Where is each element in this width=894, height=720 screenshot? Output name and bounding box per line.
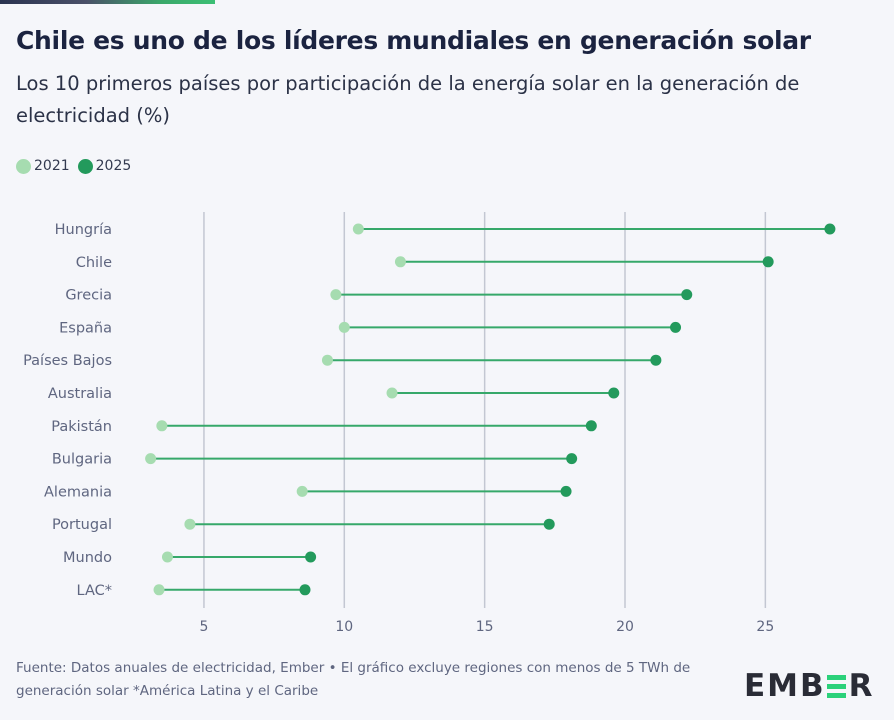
legend-item-2025: 2025 [77,158,132,174]
x-tick-label-10: 10 [335,619,353,635]
point-2025 [299,584,311,596]
point-2021 [161,551,173,563]
source-note: Fuente: Datos anuales de electricidad, E… [16,660,691,699]
x-tick-label-5: 5 [199,619,208,635]
point-2021 [330,289,342,301]
row-label: LAC* [77,583,112,599]
legend-label-2021: 2021 [34,158,70,174]
legend: 2021 2025 [16,158,133,174]
point-2021 [156,420,168,432]
row-label: Chile [76,255,112,271]
x-tick-label-25: 25 [756,619,774,635]
logo-e-mark [826,674,846,698]
point-2021 [352,223,364,235]
point-2021 [394,256,406,268]
row-label: Australia [48,386,112,402]
legend-item-2021: 2021 [16,158,70,174]
row-label: Pakistán [51,419,112,435]
point-2025 [670,321,682,333]
ember-logo: EMB R [744,668,875,704]
point-2021 [184,518,196,530]
point-2025 [762,256,774,268]
logo-text-left: EMB [744,668,826,704]
point-2021 [338,321,350,333]
dumbbell-chart: 5 10 15 20 25 Hungría Chile Grecia España Países … [23,212,836,635]
row-label: España [59,320,112,336]
row-label: Grecia [65,288,112,304]
legend-dot-2025 [77,158,93,174]
point-2025 [305,551,317,563]
chart-title: Chile es uno de los líderes mundiales en… [16,26,811,55]
point-2021 [386,387,398,399]
point-2025 [543,518,555,530]
x-tick-label-20: 20 [616,619,634,635]
chart-subtitle: Los 10 primeros países por participación… [16,72,800,127]
point-2025 [585,420,597,432]
x-tick-label-15: 15 [476,619,494,635]
row-label: Alemania [44,484,112,500]
row-label: Mundo [63,550,112,566]
row-label: Hungría [55,222,112,238]
row-label: Países Bajos [23,353,112,369]
point-2025 [650,354,662,366]
row-label: Portugal [52,517,112,533]
legend-dot-2021 [16,158,31,174]
legend-label-2025: 2025 [95,158,132,174]
point-2025 [681,289,693,301]
accent-bar [0,0,215,4]
point-2021 [296,485,308,497]
point-2025 [608,387,620,399]
point-2025 [824,223,836,235]
logo-text-right: R [848,668,875,704]
row-label: Bulgaria [52,452,112,468]
point-2021 [153,584,165,596]
point-2025 [566,453,578,465]
point-2021 [321,354,333,366]
point-2025 [560,485,572,497]
point-2021 [145,453,157,465]
